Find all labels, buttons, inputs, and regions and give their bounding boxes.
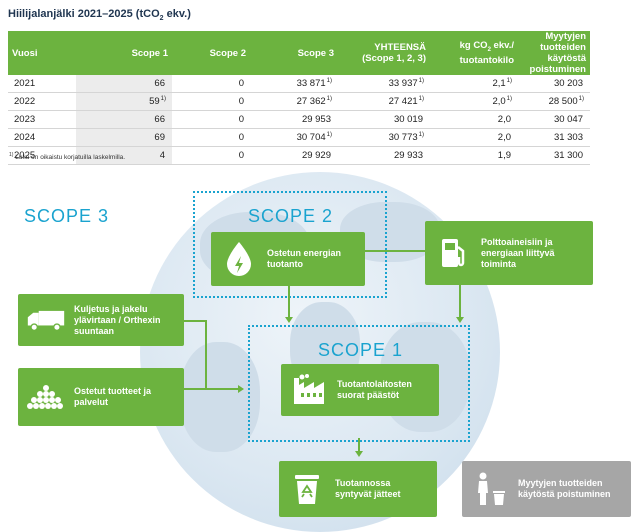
fuel-energy-box: Polttoaineisiin ja energiaan liittyvä to… — [425, 221, 593, 285]
arrow-down — [456, 317, 464, 323]
land-shape — [180, 342, 260, 452]
cell-year: 2022 — [8, 92, 76, 111]
header-scope1: Scope 1 — [76, 31, 172, 75]
cell-scope2: 0 — [172, 128, 250, 147]
cell-scope3: 30 7041) — [250, 128, 338, 147]
cell-sold: 31 303 — [518, 128, 590, 147]
cell-scope3: 29 953 — [250, 110, 338, 129]
connector-line — [358, 438, 360, 452]
footnote: 1) Luku on oikaistu korjatuilla laskelmi… — [9, 152, 126, 162]
cell-kg: 1,9 — [430, 146, 518, 165]
goods-pile-icon — [26, 384, 66, 410]
carbon-footprint-table: Vuosi Scope 1 Scope 2 Scope 3 YHTEENSÄ (S… — [8, 31, 590, 165]
table-row: 2023 66 0 29 953 30 019 2,0 30 047 — [8, 110, 590, 129]
cell-scope3: 29 929 — [250, 146, 338, 165]
scope2-frame — [193, 191, 387, 298]
table-header-row: Vuosi Scope 1 Scope 2 Scope 3 YHTEENSÄ (S… — [8, 31, 590, 75]
connector-line — [184, 320, 206, 322]
cell-scope2: 0 — [172, 92, 250, 111]
arrow-down — [285, 317, 293, 323]
connector-line — [184, 388, 240, 390]
cell-total: 27 4211) — [338, 92, 430, 111]
cell-scope2: 0 — [172, 146, 250, 165]
cell-scope1: 69 — [76, 128, 172, 147]
connector-line — [459, 285, 461, 318]
cell-kg: 2,01) — [430, 92, 518, 111]
cell-scope2: 0 — [172, 110, 250, 129]
table-row: 2022 591) 0 27 3621) 27 4211) 2,01) 28 5… — [8, 92, 590, 111]
connector-line — [365, 250, 425, 252]
energy-purchase-box: Ostetun energian tuotanto — [211, 232, 365, 286]
table-row: 2024 69 0 30 7041) 30 7731) 2,0 31 303 — [8, 128, 590, 147]
cell-kg: 2,0 — [430, 110, 518, 129]
recycle-bin-icon — [287, 472, 327, 506]
end-of-life-box: Myytyjen tuotteiden käytöstä poistuminen — [462, 461, 631, 517]
cell-scope1: 66 — [76, 110, 172, 129]
table-row: 2021 66 0 33 8711) 33 9371) 2,11) 30 203 — [8, 75, 590, 93]
cell-scope3: 27 3621) — [250, 92, 338, 111]
waste-box: Tuotannossa syntyvät jätteet — [279, 461, 437, 517]
header-scope2: Scope 2 — [172, 31, 250, 75]
purchased-goods-box: Ostetut tuotteet ja palvelut — [18, 368, 184, 426]
cell-kg: 2,11) — [430, 75, 518, 93]
cell-year: 2021 — [8, 75, 76, 93]
cell-sold: 31 300 — [518, 146, 590, 165]
table-row: 2025 4 0 29 929 29 933 1,9 31 300 — [8, 146, 590, 165]
scope3-label: SCOPE 3 — [24, 206, 110, 226]
cell-total: 30 019 — [338, 110, 430, 129]
header-total: YHTEENSÄ (Scope 1, 2, 3) — [338, 31, 430, 75]
cell-total: 30 7731) — [338, 128, 430, 147]
production-emissions-label: Tuotantolaitosten suorat päästöt — [337, 379, 412, 400]
cell-scope1: 66 — [76, 75, 172, 93]
transport-box: Kuljetus ja jakelu ylävirtaan / Orthexin… — [18, 294, 184, 346]
cell-sold: 30 047 — [518, 110, 590, 129]
cell-sold: 28 5001) — [518, 92, 590, 111]
person-bin-icon — [470, 471, 510, 507]
cell-scope2: 0 — [172, 75, 250, 93]
connector-line — [205, 320, 207, 388]
cell-total: 29 933 — [338, 146, 430, 165]
fuel-energy-label: Polttoaineisiin ja energiaan liittyvä to… — [481, 236, 555, 269]
cell-year: 2023 — [8, 110, 76, 129]
scope2-label: SCOPE 2 — [248, 206, 334, 226]
cell-scope3: 33 8711) — [250, 75, 338, 93]
header-year: Vuosi — [8, 31, 76, 75]
energy-drop-icon — [219, 240, 259, 278]
cell-kg: 2,0 — [430, 128, 518, 147]
arrow-right — [238, 385, 244, 393]
table-title: Hiilijalanjälki 2021–2025 (tCO2 ekv.) — [8, 8, 191, 23]
cell-scope1: 4 — [76, 146, 172, 165]
end-of-life-label: Myytyjen tuotteiden käytöstä poistuminen — [518, 478, 611, 499]
cell-year: 2025 — [8, 146, 76, 165]
energy-purchase-label: Ostetun energian tuotanto — [267, 248, 342, 269]
fuel-pump-icon — [433, 235, 473, 271]
transport-label: Kuljetus ja jakelu ylävirtaan / Orthexin… — [74, 303, 161, 336]
scope1-label: SCOPE 1 — [318, 340, 404, 360]
header-sold-products: Myytyjen tuotteiden käytöstä poistuminen — [518, 31, 590, 75]
cell-scope1: 591) — [76, 92, 172, 111]
truck-icon — [26, 307, 66, 333]
waste-label: Tuotannossa syntyvät jätteet — [335, 478, 401, 499]
cell-year: 2024 — [8, 128, 76, 147]
production-emissions-box: Tuotantolaitosten suorat päästöt — [281, 364, 439, 416]
cell-total: 33 9371) — [338, 75, 430, 93]
factory-icon — [289, 374, 329, 406]
arrow-down — [355, 451, 363, 457]
header-scope3: Scope 3 — [250, 31, 338, 75]
connector-line — [288, 286, 290, 318]
header-kg-per-kilo: kg CO2 ekv./tuotantokilo — [430, 31, 518, 75]
purchased-goods-label: Ostetut tuotteet ja palvelut — [74, 386, 152, 407]
cell-sold: 30 203 — [518, 75, 590, 93]
